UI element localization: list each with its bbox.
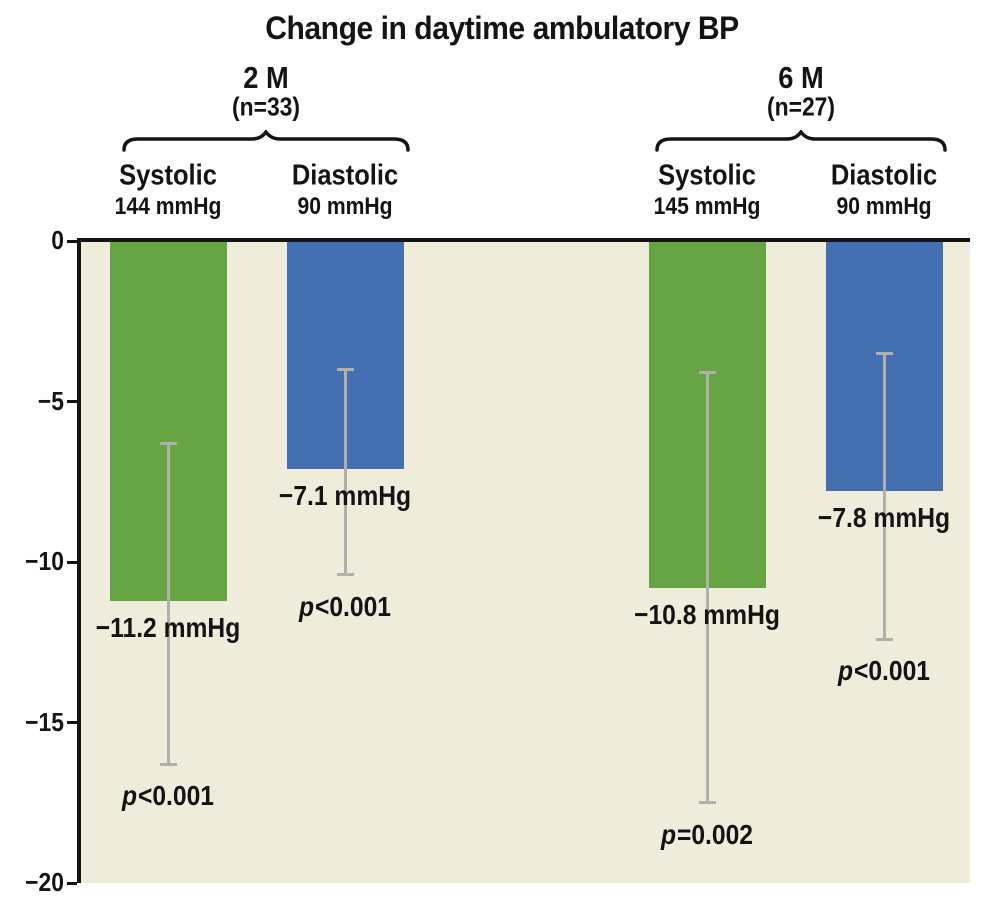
column-measure-label: Diastolic (291, 159, 399, 192)
error-bar-cap (875, 351, 893, 355)
p-italic: p (661, 818, 677, 850)
group-brace (122, 130, 410, 152)
y-tick (67, 560, 77, 564)
column-baseline-label: 144 mmHg (114, 193, 222, 220)
y-tick-label: 0 (51, 224, 64, 255)
error-bar-cap (159, 762, 177, 766)
column-measure-label: Diastolic (830, 159, 938, 192)
error-bar-cap (698, 801, 716, 805)
p-value-label: p<0.001 (299, 591, 391, 623)
y-tick-label: −5 (37, 385, 64, 416)
bar-value-label: −10.8 mmHg (634, 598, 780, 630)
p-rest: =0.002 (676, 818, 753, 850)
bar-value-label: −11.2 mmHg (95, 611, 241, 643)
group-label: 6 M (778, 60, 824, 95)
error-bar-line (343, 369, 347, 575)
y-axis-line (77, 238, 81, 883)
y-tick (67, 400, 77, 403)
error-bar-cap (159, 441, 177, 445)
y-tick-label: −15 (25, 706, 64, 737)
column-baseline-label: 90 mmHg (297, 193, 393, 220)
p-value-label: p<0.001 (838, 655, 930, 687)
error-bar-cap (336, 367, 354, 371)
y-tick (67, 239, 77, 243)
y-tick (67, 721, 77, 724)
column-measure-label: Systolic (119, 159, 217, 192)
error-bar-cap (336, 573, 354, 577)
error-bar-line (882, 353, 886, 640)
error-bar-line (166, 443, 170, 765)
column-measure-label: Systolic (658, 159, 756, 192)
error-bar-line (705, 372, 709, 803)
y-tick (67, 881, 77, 885)
p-rest: <0.001 (314, 590, 391, 622)
p-value-label: p<0.001 (122, 780, 214, 812)
chart-title: Change in daytime ambulatory BP (265, 10, 739, 46)
plot-area (81, 242, 970, 883)
group-brace (655, 130, 947, 152)
bar-value-label: −7.8 mmHg (817, 502, 951, 534)
p-italic: p (838, 655, 854, 687)
bar-value-label: −7.1 mmHg (278, 479, 412, 511)
p-rest: <0.001 (137, 780, 214, 812)
column-baseline-label: 145 mmHg (653, 193, 761, 220)
y-tick-label: −10 (25, 545, 64, 576)
group-label: 2 M (243, 60, 289, 95)
p-rest: <0.001 (853, 655, 930, 687)
column-baseline-label: 90 mmHg (836, 193, 932, 220)
error-bar-cap (875, 637, 893, 641)
zero-baseline (77, 238, 970, 242)
p-italic: p (299, 590, 315, 622)
error-bar-cap (698, 371, 716, 375)
p-italic: p (122, 780, 138, 812)
group-n-label: (n=27) (766, 91, 836, 122)
group-n-label: (n=33) (231, 91, 301, 122)
p-value-label: p=0.002 (661, 819, 753, 851)
y-tick-label: −20 (25, 866, 64, 897)
